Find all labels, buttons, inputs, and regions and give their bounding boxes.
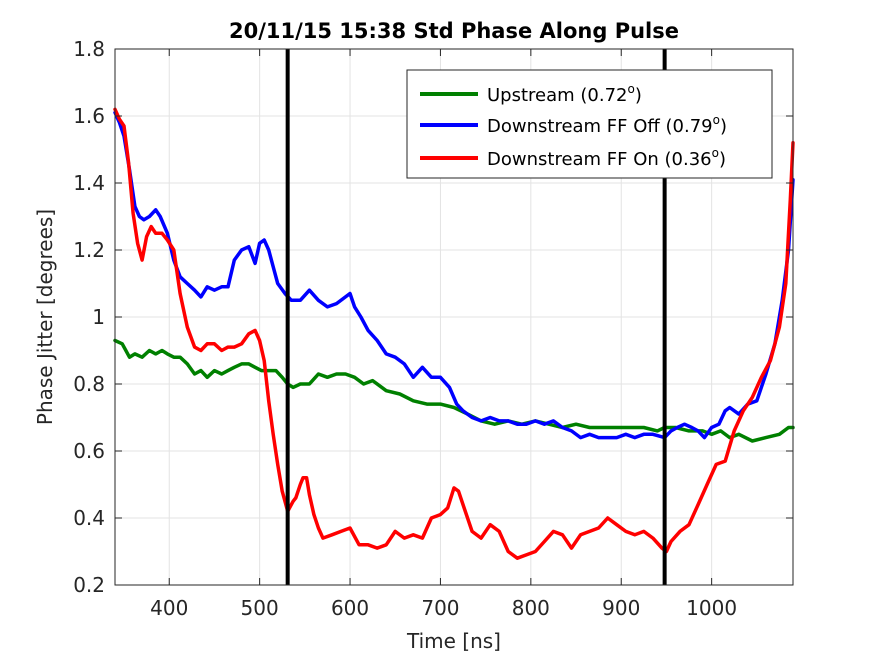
x-tick-label: 700: [421, 596, 459, 620]
legend-label-downstream-ff-off: Downstream FF Off (0.79o): [487, 113, 727, 137]
legend: Upstream (0.72o) Downstream FF Off (0.79…: [406, 69, 773, 179]
y-axis-label: Phase Jitter [degrees]: [33, 209, 57, 425]
y-tick-label: 0.2: [73, 573, 105, 597]
series-line-downstream-ff-off: [113, 110, 795, 440]
x-tick-label: 800: [512, 596, 550, 620]
y-tick-label: 1.8: [73, 37, 105, 61]
y-tick-label: 1.6: [73, 104, 105, 128]
x-tick-label: 600: [331, 596, 369, 620]
series-line-upstream: [113, 338, 795, 443]
x-tick-label: 900: [602, 596, 640, 620]
legend-label-downstream-ff-on: Downstream FF On (0.36o): [487, 146, 726, 170]
y-tick-label: 1: [92, 305, 105, 329]
x-tick-label: 1000: [686, 596, 737, 620]
y-tick-label: 0.8: [73, 372, 105, 396]
legend-label-upstream: Upstream (0.72o): [487, 82, 642, 106]
x-axis-label: Time [ns]: [406, 629, 501, 653]
chart-title: 20/11/15 15:38 Std Phase Along Pulse: [229, 19, 679, 43]
y-tick-label: 0.4: [73, 506, 105, 530]
x-tick-label: 500: [241, 596, 279, 620]
y-tick-label: 1.4: [73, 171, 105, 195]
x-tick-label: 400: [150, 596, 188, 620]
axis-ticks: 400 500 600 700 800 900 1000 0.2 0.4 0.6 0.8 1 1.2 1.…: [73, 37, 793, 620]
y-tick-label: 1.2: [73, 238, 105, 262]
y-tick-label: 0.6: [73, 439, 105, 463]
